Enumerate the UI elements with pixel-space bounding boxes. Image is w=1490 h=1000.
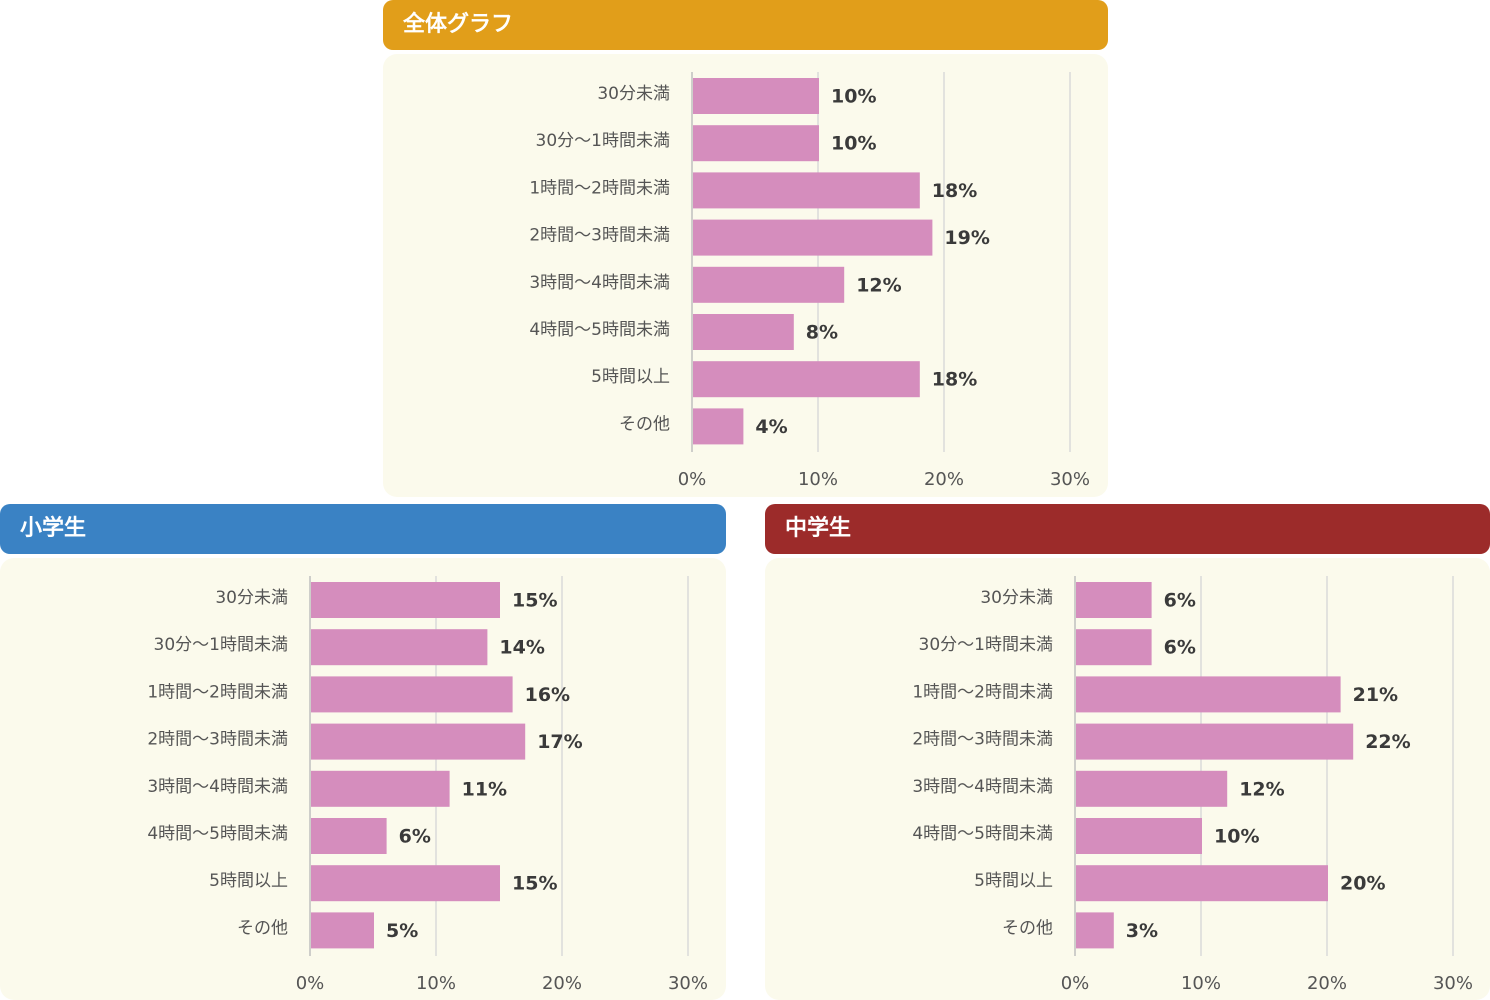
junior-high-chart-panel: 中学生 0% 10% 20% 30% 30分未満 6% 30分〜1時間未満 6% 1時間〜2時間… [765, 504, 1490, 1000]
junior-high-chart-title: 中学生 [765, 504, 1490, 554]
overall-value-label: 18% [932, 180, 977, 202]
elementary-chart-svg: 0% 10% 20% 30% 30分未満 15% 30分〜1時間未満 14% 1時間〜2時間未満… [147, 576, 708, 994]
junior-high-x-tick-label: 20% [1307, 973, 1347, 994]
junior-high-x-tick-label: 10% [1181, 973, 1221, 994]
elementary-category-label: 4時間〜5時間未満 [147, 824, 288, 844]
junior-high-bar [1076, 865, 1328, 902]
elementary-category-label: 30分〜1時間未満 [154, 635, 288, 655]
junior-high-value-label: 22% [1365, 731, 1410, 753]
elementary-value-label: 15% [512, 590, 557, 612]
elementary-category-label: 5時間以上 [209, 871, 288, 891]
elementary-bar [311, 770, 450, 807]
elementary-x-tick-label: 30% [668, 973, 708, 994]
overall-bar [693, 408, 744, 445]
junior-high-bar [1076, 629, 1152, 666]
elementary-x-tick-label: 0% [296, 973, 325, 994]
junior-high-category-label: 2時間〜3時間未満 [912, 730, 1053, 750]
elementary-bar [311, 865, 500, 902]
junior-high-category-label: 3時間〜4時間未満 [912, 777, 1053, 797]
overall-value-label: 18% [932, 369, 977, 391]
junior-high-bar [1076, 770, 1228, 807]
overall-x-tick-label: 30% [1050, 469, 1090, 490]
elementary-value-label: 5% [386, 920, 418, 942]
overall-value-label: 10% [831, 86, 876, 108]
elementary-value-label: 6% [399, 826, 431, 848]
junior-high-value-label: 6% [1164, 637, 1196, 659]
junior-high-category-label: 1時間〜2時間未満 [912, 682, 1053, 702]
overall-x-tick-label: 10% [798, 469, 838, 490]
overall-x-tick-label: 20% [924, 469, 964, 490]
overall-bar [693, 125, 819, 162]
overall-category-label: 30分〜1時間未満 [536, 131, 670, 151]
junior-high-x-tick-label: 0% [1061, 973, 1090, 994]
junior-high-bar [1076, 582, 1152, 618]
elementary-chart-panel: 小学生 0% 10% 20% 30% 30分未満 15% 30分〜1時間未満 14% 1時間〜2… [0, 504, 726, 1000]
overall-value-label: 10% [831, 133, 876, 155]
elementary-bar [311, 818, 387, 854]
overall-bar [693, 219, 933, 256]
overall-category-label: 3時間〜4時間未満 [529, 273, 670, 293]
overall-bar [693, 361, 920, 398]
junior-high-chart-svg: 0% 10% 20% 30% 30分未満 6% 30分〜1時間未満 6% 1時間〜2時間未満 21… [912, 576, 1473, 994]
overall-bar [693, 78, 819, 114]
overall-category-label: 1時間〜2時間未満 [529, 178, 670, 198]
junior-high-bar [1076, 676, 1341, 713]
junior-high-category-label: その他 [1002, 918, 1053, 938]
overall-value-label: 8% [806, 322, 838, 344]
elementary-bar [311, 723, 526, 760]
overall-bar [693, 266, 845, 303]
elementary-value-label: 14% [499, 637, 544, 659]
elementary-x-tick-label: 20% [542, 973, 582, 994]
elementary-bar [311, 912, 374, 949]
junior-high-bar [1076, 723, 1354, 760]
junior-high-value-label: 12% [1239, 778, 1284, 800]
elementary-chart-title: 小学生 [0, 504, 726, 554]
overall-category-label: 2時間〜3時間未満 [529, 226, 670, 246]
elementary-value-label: 17% [537, 731, 582, 753]
overall-bar [693, 172, 920, 209]
junior-high-value-label: 6% [1164, 590, 1196, 612]
elementary-bar [311, 676, 513, 713]
overall-value-label: 4% [755, 416, 787, 438]
elementary-bar [311, 582, 500, 618]
elementary-category-label: 1時間〜2時間未満 [147, 682, 288, 702]
elementary-category-label: その他 [237, 918, 288, 938]
junior-high-value-label: 3% [1126, 920, 1158, 942]
elementary-category-label: 30分未満 [215, 588, 288, 608]
overall-value-label: 12% [856, 274, 901, 296]
overall-category-label: その他 [619, 414, 670, 434]
elementary-value-label: 15% [512, 873, 557, 895]
overall-bar [693, 314, 794, 350]
overall-category-label: 4時間〜5時間未満 [529, 320, 670, 340]
overall-chart-title: 全体グラフ [383, 0, 1108, 50]
elementary-value-label: 11% [462, 778, 507, 800]
junior-high-category-label: 4時間〜5時間未満 [912, 824, 1053, 844]
overall-value-label: 19% [944, 227, 989, 249]
overall-chart-svg: 0% 10% 20% 30% 30分未満 10% 30分〜1時間未満 10% 1時間〜2時間未満… [529, 72, 1090, 490]
junior-high-value-label: 20% [1340, 873, 1385, 895]
junior-high-bar [1076, 818, 1202, 854]
elementary-bar [311, 629, 488, 666]
elementary-category-label: 2時間〜3時間未満 [147, 730, 288, 750]
junior-high-x-tick-label: 30% [1433, 973, 1473, 994]
elementary-value-label: 16% [525, 684, 570, 706]
overall-x-tick-label: 0% [678, 469, 707, 490]
junior-high-bar [1076, 912, 1114, 949]
overall-category-label: 5時間以上 [591, 367, 670, 387]
overall-chart-panel: 全体グラフ 0% 10% 20% 30% 30分未満 10% 30分〜1時間未満 10% 1時間… [383, 0, 1108, 497]
junior-high-value-label: 21% [1353, 684, 1398, 706]
junior-high-value-label: 10% [1214, 826, 1259, 848]
junior-high-category-label: 30分〜1時間未満 [919, 635, 1053, 655]
elementary-x-tick-label: 10% [416, 973, 456, 994]
junior-high-category-label: 5時間以上 [974, 871, 1053, 891]
elementary-category-label: 3時間〜4時間未満 [147, 777, 288, 797]
junior-high-category-label: 30分未満 [980, 588, 1053, 608]
overall-category-label: 30分未満 [597, 84, 670, 104]
